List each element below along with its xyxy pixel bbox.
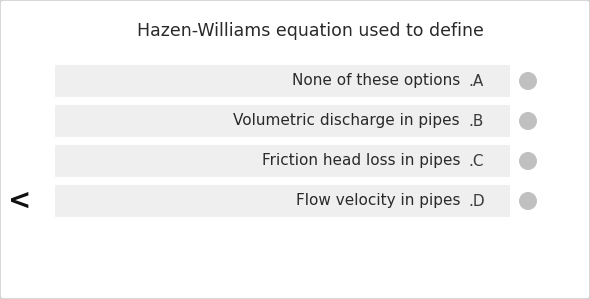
Text: None of these options: None of these options — [291, 74, 460, 89]
Text: .B: .B — [468, 114, 483, 129]
FancyBboxPatch shape — [55, 185, 510, 217]
FancyBboxPatch shape — [55, 65, 510, 97]
Text: <: < — [8, 187, 32, 215]
FancyBboxPatch shape — [55, 145, 510, 177]
Text: .A: .A — [468, 74, 483, 89]
FancyBboxPatch shape — [55, 105, 510, 137]
Text: Hazen-Williams equation used to define: Hazen-Williams equation used to define — [136, 22, 483, 40]
Text: .D: .D — [468, 193, 484, 208]
Text: Flow velocity in pipes: Flow velocity in pipes — [296, 193, 460, 208]
Circle shape — [519, 112, 537, 130]
Circle shape — [519, 152, 537, 170]
Text: .C: .C — [468, 153, 483, 169]
Circle shape — [519, 192, 537, 210]
Circle shape — [519, 72, 537, 90]
Text: Friction head loss in pipes: Friction head loss in pipes — [261, 153, 460, 169]
Text: Volumetric discharge in pipes: Volumetric discharge in pipes — [234, 114, 460, 129]
